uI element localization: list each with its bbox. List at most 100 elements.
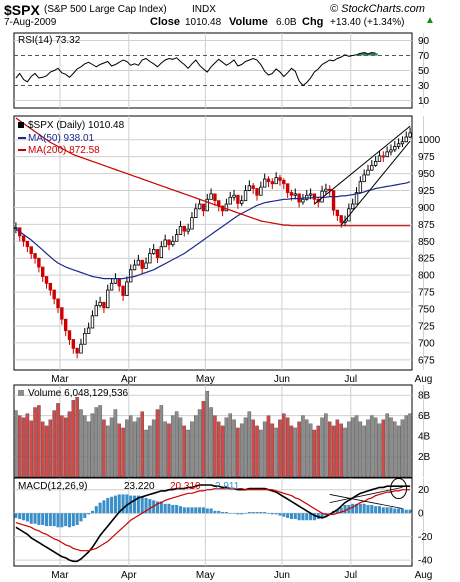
volume-bar: [251, 419, 255, 478]
volume-bar: [40, 421, 45, 478]
macd-histogram-bar: [159, 501, 163, 514]
macd-histogram-bar: [175, 504, 179, 514]
wedge-upper-trendline: [314, 125, 411, 205]
price-bar-body: [354, 192, 359, 205]
x-month-label: Mar: [51, 374, 69, 385]
ma200-legend: MA(200) 872.58: [28, 145, 100, 156]
macd-histogram-bar: [301, 513, 305, 521]
macd-histogram-bar: [213, 510, 217, 514]
price-bar-body: [381, 155, 385, 158]
price-bar-body: [25, 240, 30, 248]
macd-legend-value: 23.220: [124, 481, 155, 492]
volume-bar: [25, 413, 30, 478]
macd-histogram-bar: [113, 495, 117, 514]
macd-histogram-bar: [201, 507, 205, 514]
volume-bars: [14, 390, 412, 478]
macd-histogram-bar: [297, 513, 301, 521]
price-bar-body: [194, 208, 198, 218]
macd-histogram-bar: [286, 513, 290, 518]
volume-bar: [339, 423, 343, 478]
macd-histogram-bar: [251, 512, 255, 514]
volume-bar: [370, 415, 374, 478]
price-bar-body: [41, 266, 45, 277]
macd-histogram-bar: [270, 513, 274, 515]
volume-bar: [155, 409, 160, 478]
price-bar-body: [44, 276, 49, 284]
volume-bar: [209, 407, 213, 478]
volume-bar: [285, 417, 290, 478]
macd-histogram-bar: [305, 513, 309, 521]
macd-histogram-bar: [339, 507, 343, 514]
price-bar-body: [186, 228, 190, 232]
macd-histogram-bar: [224, 512, 228, 514]
macd-histogram-bar: [385, 507, 389, 514]
volume-bar: [182, 425, 187, 478]
macd-histogram-bar: [79, 513, 83, 522]
price-bar-body: [67, 330, 72, 340]
macd-histogram-bar: [255, 512, 259, 514]
price-bar-body: [209, 193, 213, 200]
price-bar-body: [243, 190, 248, 202]
macd-tick-label: -40: [418, 556, 433, 567]
macd-histogram-bar: [117, 494, 121, 514]
price-bar-body: [71, 339, 76, 349]
ma200-line: [15, 117, 411, 227]
macd-signal-line: [15, 488, 411, 552]
macd-histogram-trendline: [329, 494, 403, 509]
x-month-label: Jul: [344, 570, 357, 581]
macd-histogram-bar: [29, 513, 33, 524]
price-tick-label: 975: [418, 152, 435, 163]
macd-histogram-bar: [25, 513, 29, 522]
price-bar-body: [350, 203, 355, 210]
macd-histogram-bar: [106, 497, 110, 514]
volume-bar: [389, 417, 393, 478]
macd-histogram-bar: [263, 512, 267, 514]
price-bar-body: [190, 217, 194, 230]
macd-line: [15, 484, 411, 563]
volume-bar: [102, 419, 106, 478]
x-month-label: Apr: [121, 570, 137, 581]
price-legend: $SPX (Daily) 1010.48: [28, 120, 125, 131]
price-bar-body: [163, 239, 167, 248]
price-bar-body: [255, 188, 259, 196]
volume-value: 6.0B: [276, 17, 297, 28]
volume-tick-label: 6B: [418, 411, 431, 422]
macd-histogram-bar: [148, 499, 152, 514]
macd-histogram-bar: [266, 513, 271, 514]
volume-bar: [347, 421, 351, 478]
macd-histogram-bar: [377, 506, 382, 514]
macd-histogram-bar: [389, 507, 393, 514]
macd-histogram-bar: [102, 500, 106, 514]
price-bar-body: [396, 143, 401, 147]
volume-bar: [247, 411, 252, 478]
volume-bar: [148, 425, 152, 478]
macd-histogram-bar: [370, 504, 374, 514]
price-bar-body: [144, 262, 148, 269]
volume-bar: [297, 421, 301, 478]
price-bar-body: [75, 347, 79, 354]
price-bar-body: [205, 198, 209, 212]
macd-histogram-bar: [274, 513, 278, 515]
x-month-label: Apr: [121, 374, 137, 385]
volume-bar: [121, 427, 125, 478]
volume-bar: [167, 423, 171, 478]
volume-bar: [278, 419, 282, 478]
price-bar-body: [393, 146, 397, 151]
volume-bar: [354, 415, 359, 478]
macd-histogram-bar: [240, 513, 244, 515]
price-bar-body: [274, 177, 278, 185]
price-bar-body: [305, 194, 309, 200]
price-bar-body: [52, 289, 56, 300]
price-bar-body: [125, 281, 129, 296]
macd-histogram-bar: [404, 509, 408, 514]
price-bar-body: [366, 169, 370, 176]
price-bar-body: [301, 198, 305, 203]
price-bar-body: [278, 177, 282, 181]
price-bar-body: [236, 194, 240, 204]
price-bar-body: [159, 246, 164, 258]
macd-histogram-bar: [64, 513, 68, 527]
rsi-tick-label: 90: [418, 36, 430, 47]
volume-bar: [243, 417, 248, 478]
symbol-title: $SPX: [4, 2, 40, 18]
